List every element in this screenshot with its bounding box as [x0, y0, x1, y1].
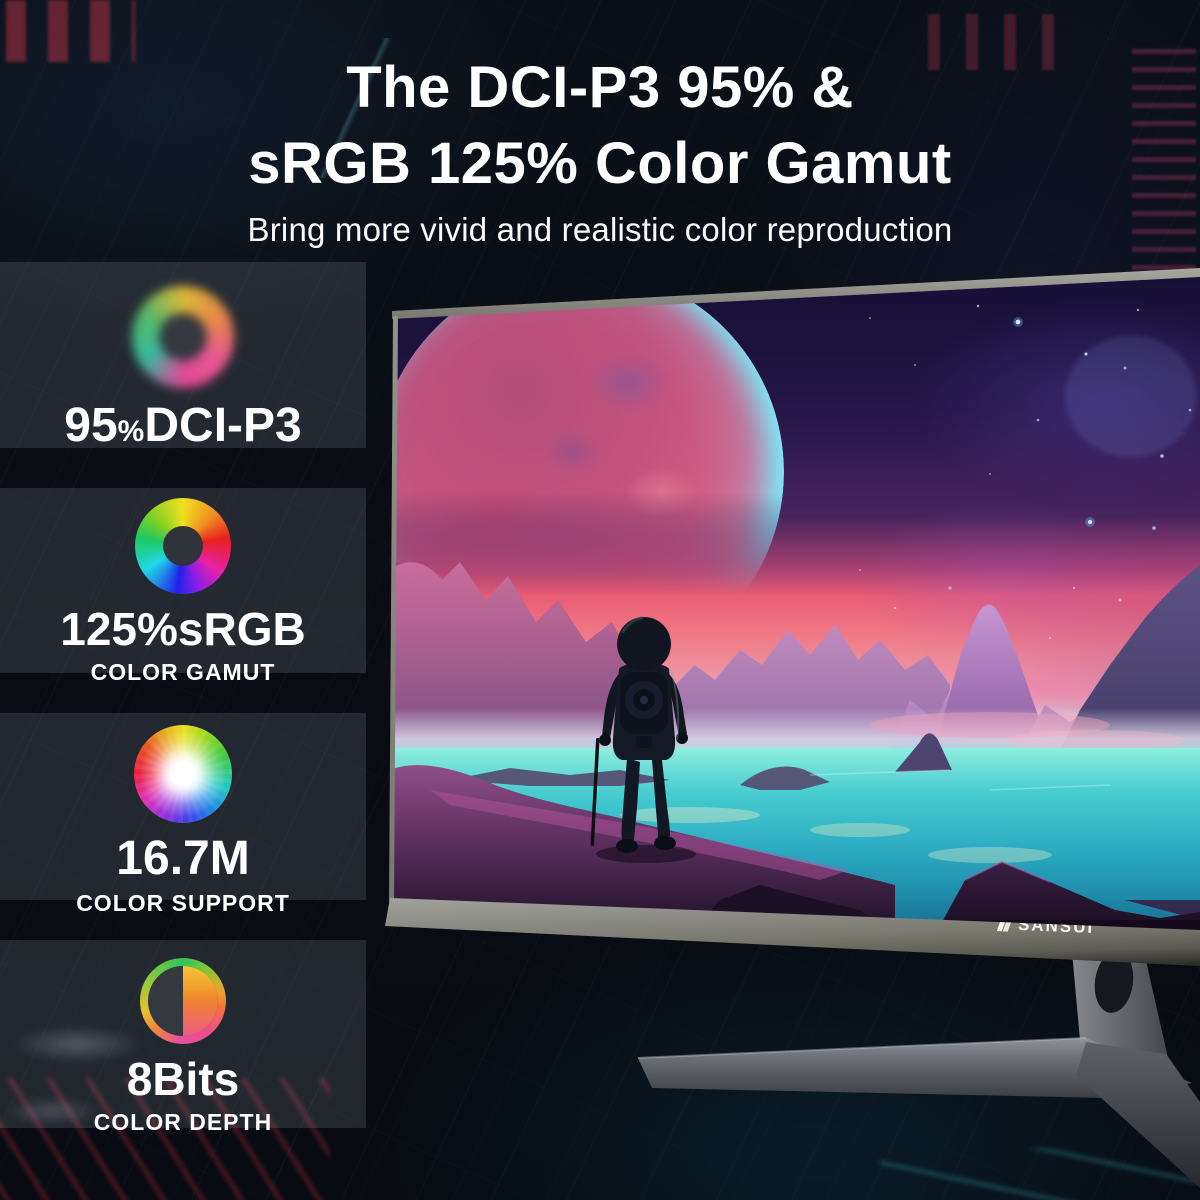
feature-number: 16.7M	[116, 832, 250, 885]
feature-number: 8Bits	[126, 1053, 240, 1105]
feature-value: 125% sRGB	[60, 606, 305, 652]
color-wheel-disc-icon	[134, 725, 232, 823]
stars	[859, 304, 1192, 640]
feature-value: 16.7M	[116, 835, 249, 883]
feature-value: 95% DCI-P3	[64, 402, 301, 450]
percent-sign: %	[117, 415, 145, 448]
feature-sublabel: COLOR GAMUT	[90, 659, 276, 685]
feature-sublabel: COLOR SUPPORT	[76, 890, 290, 916]
screen-wallpaper-scene	[390, 304, 1200, 933]
feature-label: sRGB	[177, 603, 306, 655]
feature-card-srgb: 125% sRGB COLOR GAMUT	[0, 488, 366, 685]
feature-number: 95	[64, 399, 118, 452]
feature-card-dci-p3: 95% DCI-P3	[0, 262, 366, 450]
cable-hole	[1094, 951, 1134, 1013]
stand-right-leg	[1076, 1042, 1200, 1188]
feature-value: 8Bits	[127, 1056, 239, 1102]
headline-block: The DCI-P3 95% & sRGB 125% Color Gamut B…	[0, 50, 1200, 249]
color-depth-half-ring-icon	[140, 958, 226, 1044]
feature-label: DCI-P3	[144, 399, 302, 452]
color-wheel-ring-icon	[135, 498, 231, 594]
feature-sublabel: COLOR DEPTH	[93, 1109, 273, 1135]
feature-number: 125%	[60, 603, 178, 655]
astronaut-silhouette	[590, 616, 696, 863]
title-line-1: The DCI-P3 95% &	[346, 55, 854, 120]
stand-left-leg	[638, 1038, 1192, 1098]
soft-gamut-ring-icon	[132, 286, 234, 388]
title-line-2: sRGB 125% Color Gamut	[248, 131, 952, 196]
monitor-stand	[637, 951, 1200, 1188]
feature-card-color-support: 16.7M COLOR SUPPORT	[0, 713, 366, 916]
pink-cloud	[870, 712, 1110, 738]
page-title: The DCI-P3 95% & sRGB 125% Color Gamut	[0, 50, 1200, 202]
page-subtitle: Bring more vivid and realistic color rep…	[247, 211, 953, 248]
monitor-left-bezel	[389, 316, 398, 902]
monitor-screen	[390, 273, 1200, 933]
pink-cloud	[1006, 730, 1186, 750]
feature-card-color-depth: 8Bits COLOR DEPTH	[0, 940, 366, 1135]
